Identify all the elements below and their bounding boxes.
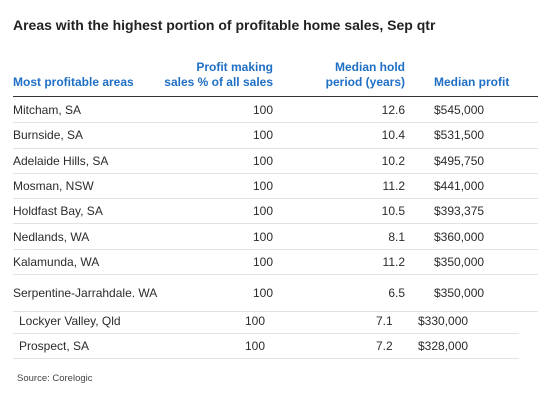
table-row: Prospect, SA 100 7.2 $328,000 — [13, 334, 519, 359]
table-row: Kalamunda, WA 100 11.2 $350,000 — [13, 250, 538, 276]
median-profit-cell: $350,000 — [434, 254, 485, 269]
hold-period-cell: 6.5 — [388, 286, 405, 301]
table-row: Lockyer Valley, Qld 100 7.1 $330,000 — [13, 309, 519, 334]
hold-period-cell: 8.1 — [388, 229, 405, 244]
area-cell: Kalamunda, WA — [13, 254, 100, 269]
median-profit-cell: $531,500 — [434, 128, 485, 143]
header-hold-period: Median hold period (years) — [325, 60, 405, 89]
hold-period-cell: 10.2 — [381, 153, 405, 168]
median-profit-cell: $330,000 — [418, 314, 469, 328]
profit-share-cell: 100 — [252, 286, 273, 301]
table-row: Nedlands, WA 100 8.1 $360,000 — [13, 224, 538, 250]
chart-title: Areas with the highest portion of profit… — [13, 17, 436, 33]
hold-period-cell: 11.2 — [382, 254, 405, 269]
table-body: Mitcham, SA 100 12.6 $545,000 Burnside, … — [13, 98, 538, 313]
profit-share-cell: 100 — [252, 128, 273, 143]
hold-period-cell: 10.4 — [381, 128, 405, 143]
median-profit-cell: $350,000 — [434, 286, 485, 301]
table-body-extra: Lockyer Valley, Qld 100 7.1 $330,000 Pro… — [13, 309, 519, 359]
profit-share-cell: 100 — [245, 314, 266, 328]
median-profit-cell: $441,000 — [434, 179, 485, 194]
profit-share-cell: 100 — [245, 339, 266, 353]
area-cell: Adelaide Hills, SA — [13, 153, 109, 168]
median-profit-cell: $328,000 — [418, 339, 469, 353]
table-header: Most profitable areas Profit making sale… — [13, 60, 538, 97]
profit-share-cell: 100 — [252, 204, 273, 219]
hold-period-cell: 7.1 — [376, 314, 393, 328]
profit-share-cell: 100 — [252, 229, 273, 244]
area-cell: Nedlands, WA — [13, 229, 90, 244]
table-row: Burnside, SA 100 10.4 $531,500 — [13, 123, 538, 149]
profit-share-cell: 100 — [252, 254, 273, 269]
area-cell: Serpentine-Jarrahdale. WA — [13, 286, 158, 301]
header-median-profit: Median profit — [434, 75, 510, 89]
area-cell: Lockyer Valley, Qld — [19, 314, 121, 328]
area-cell: Burnside, SA — [13, 128, 84, 143]
header-profit-share: Profit making sales % of all sales — [164, 60, 273, 89]
area-cell: Holdfast Bay, SA — [13, 204, 103, 219]
area-cell: Mosman, NSW — [13, 179, 94, 194]
hold-period-cell: 12.6 — [381, 103, 405, 118]
hold-period-cell: 10.5 — [381, 204, 405, 219]
source-note: Source: Corelogic — [17, 373, 93, 384]
table-row: Mitcham, SA 100 12.6 $545,000 — [13, 98, 538, 124]
table-row: Mosman, NSW 100 11.2 $441,000 — [13, 174, 538, 200]
profit-share-cell: 100 — [252, 153, 273, 168]
table-row: Adelaide Hills, SA 100 10.2 $495,750 — [13, 149, 538, 174]
profit-share-cell: 100 — [252, 179, 273, 194]
table-row: Holdfast Bay, SA 100 10.5 $393,375 — [13, 199, 538, 225]
table-row: Serpentine-Jarrahdale. WA 100 6.5 $350,0… — [13, 275, 538, 313]
median-profit-cell: $360,000 — [434, 229, 485, 244]
median-profit-cell: $495,750 — [434, 153, 485, 168]
area-cell: Prospect, SA — [19, 339, 90, 353]
profit-share-cell: 100 — [252, 103, 273, 118]
median-profit-cell: $393,375 — [434, 204, 485, 219]
hold-period-cell: 7.2 — [376, 339, 393, 353]
median-profit-cell: $545,000 — [434, 103, 485, 118]
header-area: Most profitable areas — [13, 75, 134, 89]
area-cell: Mitcham, SA — [13, 103, 82, 118]
hold-period-cell: 11.2 — [382, 179, 405, 194]
